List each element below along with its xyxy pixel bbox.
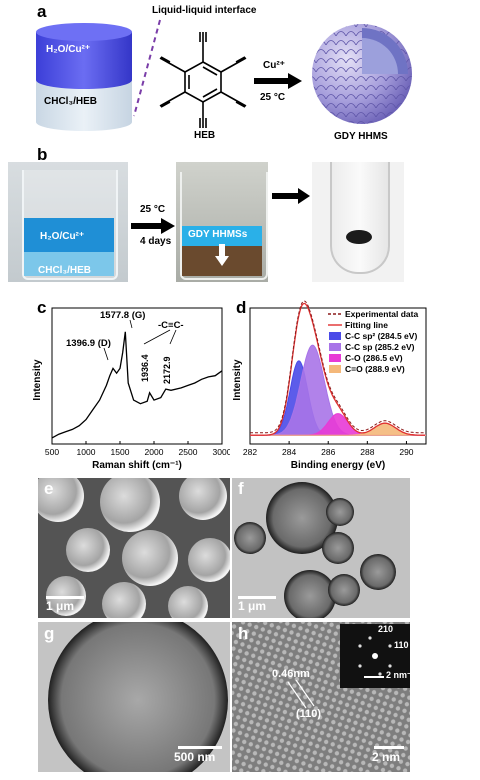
- arrow-a: [254, 73, 302, 89]
- fft-110-label: 110: [394, 640, 409, 650]
- sem-spheres: [38, 478, 230, 618]
- interface-title: Liquid-liquid interface: [152, 5, 257, 16]
- panel-b-letter: b: [37, 145, 48, 164]
- raman-alkyne-pointer-1: [143, 329, 171, 345]
- raman-tick-label: 500: [45, 447, 59, 457]
- panel-f-letter: f: [238, 479, 244, 498]
- d-spacing-label: 0.46nm: [272, 668, 310, 680]
- xps-experimental-line: [250, 300, 425, 434]
- down-arrow-icon: [215, 244, 229, 266]
- raman-alkyne-pointer-2: [169, 329, 177, 345]
- sem-image-e: [38, 478, 230, 618]
- xps-tick-label: 282: [243, 447, 257, 457]
- raman-frame: [51, 307, 223, 445]
- xps-tick-label: 290: [399, 447, 413, 457]
- arrow-b2: [272, 188, 310, 204]
- interface-dashed-line: [133, 19, 161, 117]
- top-phase-label: H₂O/Cu²⁺: [46, 44, 91, 55]
- xps-legend-label: C-C sp² (284.5 eV): [345, 331, 417, 341]
- fft-scale-label: 2 nm⁻¹: [386, 670, 415, 680]
- xps-legend-label: Experimental data: [345, 309, 418, 319]
- tem-image-f: [232, 478, 410, 618]
- raman-peak-2173: 2172.9: [162, 356, 172, 384]
- product-label: GDY HHMS: [334, 131, 388, 142]
- panel-e-letter: e: [44, 479, 54, 498]
- heb-molecule: [159, 32, 247, 128]
- xps-tick-label: 286: [321, 447, 335, 457]
- scale-label-f: 1 μm: [238, 599, 267, 613]
- xps-tick-label: 288: [360, 447, 374, 457]
- raman-xlabel: Raman shift (cm⁻¹): [92, 460, 182, 471]
- raman-spectrum-line: [51, 331, 223, 439]
- raman-ylabel: Intensity: [32, 359, 43, 401]
- raman-d-annotation: 1396.9 (D): [66, 338, 111, 349]
- arrow-b1: [131, 218, 175, 234]
- xps-tick-label: 284: [282, 447, 296, 457]
- gdy-sphere: [312, 24, 412, 124]
- panel-g-letter: g: [44, 624, 55, 643]
- raman-g-pointer: [129, 319, 133, 329]
- raman-alkyne-annotation: -C≡C-: [158, 320, 184, 331]
- raman-d-pointer: [103, 347, 109, 361]
- arrow-b-bottom: 4 days: [140, 236, 172, 247]
- xps-legend-swatch: [329, 354, 341, 362]
- panel-c-letter: c: [37, 298, 47, 317]
- xps-fitting-line: [250, 302, 425, 436]
- raman-tick-label: 1000: [77, 447, 96, 457]
- raman-g-annotation: 1577.8 (G): [100, 310, 145, 321]
- xps-legend-label: Fitting line: [345, 320, 388, 330]
- arrow-a-top: Cu²⁺: [263, 60, 285, 71]
- raman-tick-label: 2500: [179, 447, 198, 457]
- biphasic-cylinder: [36, 23, 132, 131]
- panel-d-letter: d: [236, 298, 247, 317]
- scale-label-e: 1 μm: [46, 599, 75, 613]
- fft-scale-bar: [364, 676, 384, 678]
- raman-tick-label: 3000: [213, 447, 230, 457]
- raman-tick-label: 2000: [145, 447, 164, 457]
- panel-h-letter: h: [238, 624, 249, 643]
- panel-a-letter: a: [37, 2, 47, 21]
- raman-tick-label: 1500: [111, 447, 130, 457]
- tube-photo: [312, 162, 404, 282]
- fft-210-label: 210: [378, 624, 394, 634]
- beaker1-bottom-label: CHCl₃/HEB: [38, 265, 91, 276]
- beaker1-top-label: H₂O/Cu²⁺: [40, 231, 85, 242]
- beaker2-label: GDY HHMSs: [188, 229, 248, 240]
- scale-bar-g: [178, 746, 222, 749]
- xps-legend-swatch: [329, 343, 341, 351]
- arrow-b-top: 25 °C: [140, 204, 166, 215]
- scale-bar-e: [46, 596, 84, 599]
- xps-legend-label: C-O (286.5 eV): [345, 353, 403, 363]
- xps-legend-swatch: [329, 332, 341, 340]
- arrow-a-bottom: 25 °C: [260, 92, 286, 103]
- tem-spheres: [232, 478, 410, 618]
- plane-label: (110): [296, 708, 322, 720]
- xps-frame: [249, 307, 427, 445]
- scale-label-h: 2 nm: [372, 750, 401, 764]
- heb-label: HEB: [194, 130, 216, 141]
- raman-peak-1936: 1936.4: [140, 354, 150, 382]
- scale-label-g: 500 nm: [174, 750, 216, 764]
- raman-chart: 500 1000 1500 2000 2500 3000 Intensity Raman …: [32, 307, 230, 471]
- xps-legend-label: C-C sp (285.2 eV): [345, 342, 415, 352]
- xps-ylabel: Intensity: [232, 359, 243, 401]
- xps-legend-swatch: [329, 365, 341, 373]
- xps-legend-label: C=O (288.9 eV): [345, 364, 405, 374]
- beaker-photo-1: [8, 162, 128, 282]
- fft-spots: [358, 636, 392, 676]
- scale-bar-h: [374, 746, 404, 749]
- bottom-phase-label: CHCl₃/HEB: [44, 96, 97, 107]
- scale-bar-f: [238, 596, 276, 599]
- d-spacing-marker: [287, 680, 315, 709]
- xps-xlabel: Binding energy (eV): [291, 460, 385, 471]
- xps-chart: 282 284 286 288 290 Intensity Binding energy…: [232, 300, 427, 471]
